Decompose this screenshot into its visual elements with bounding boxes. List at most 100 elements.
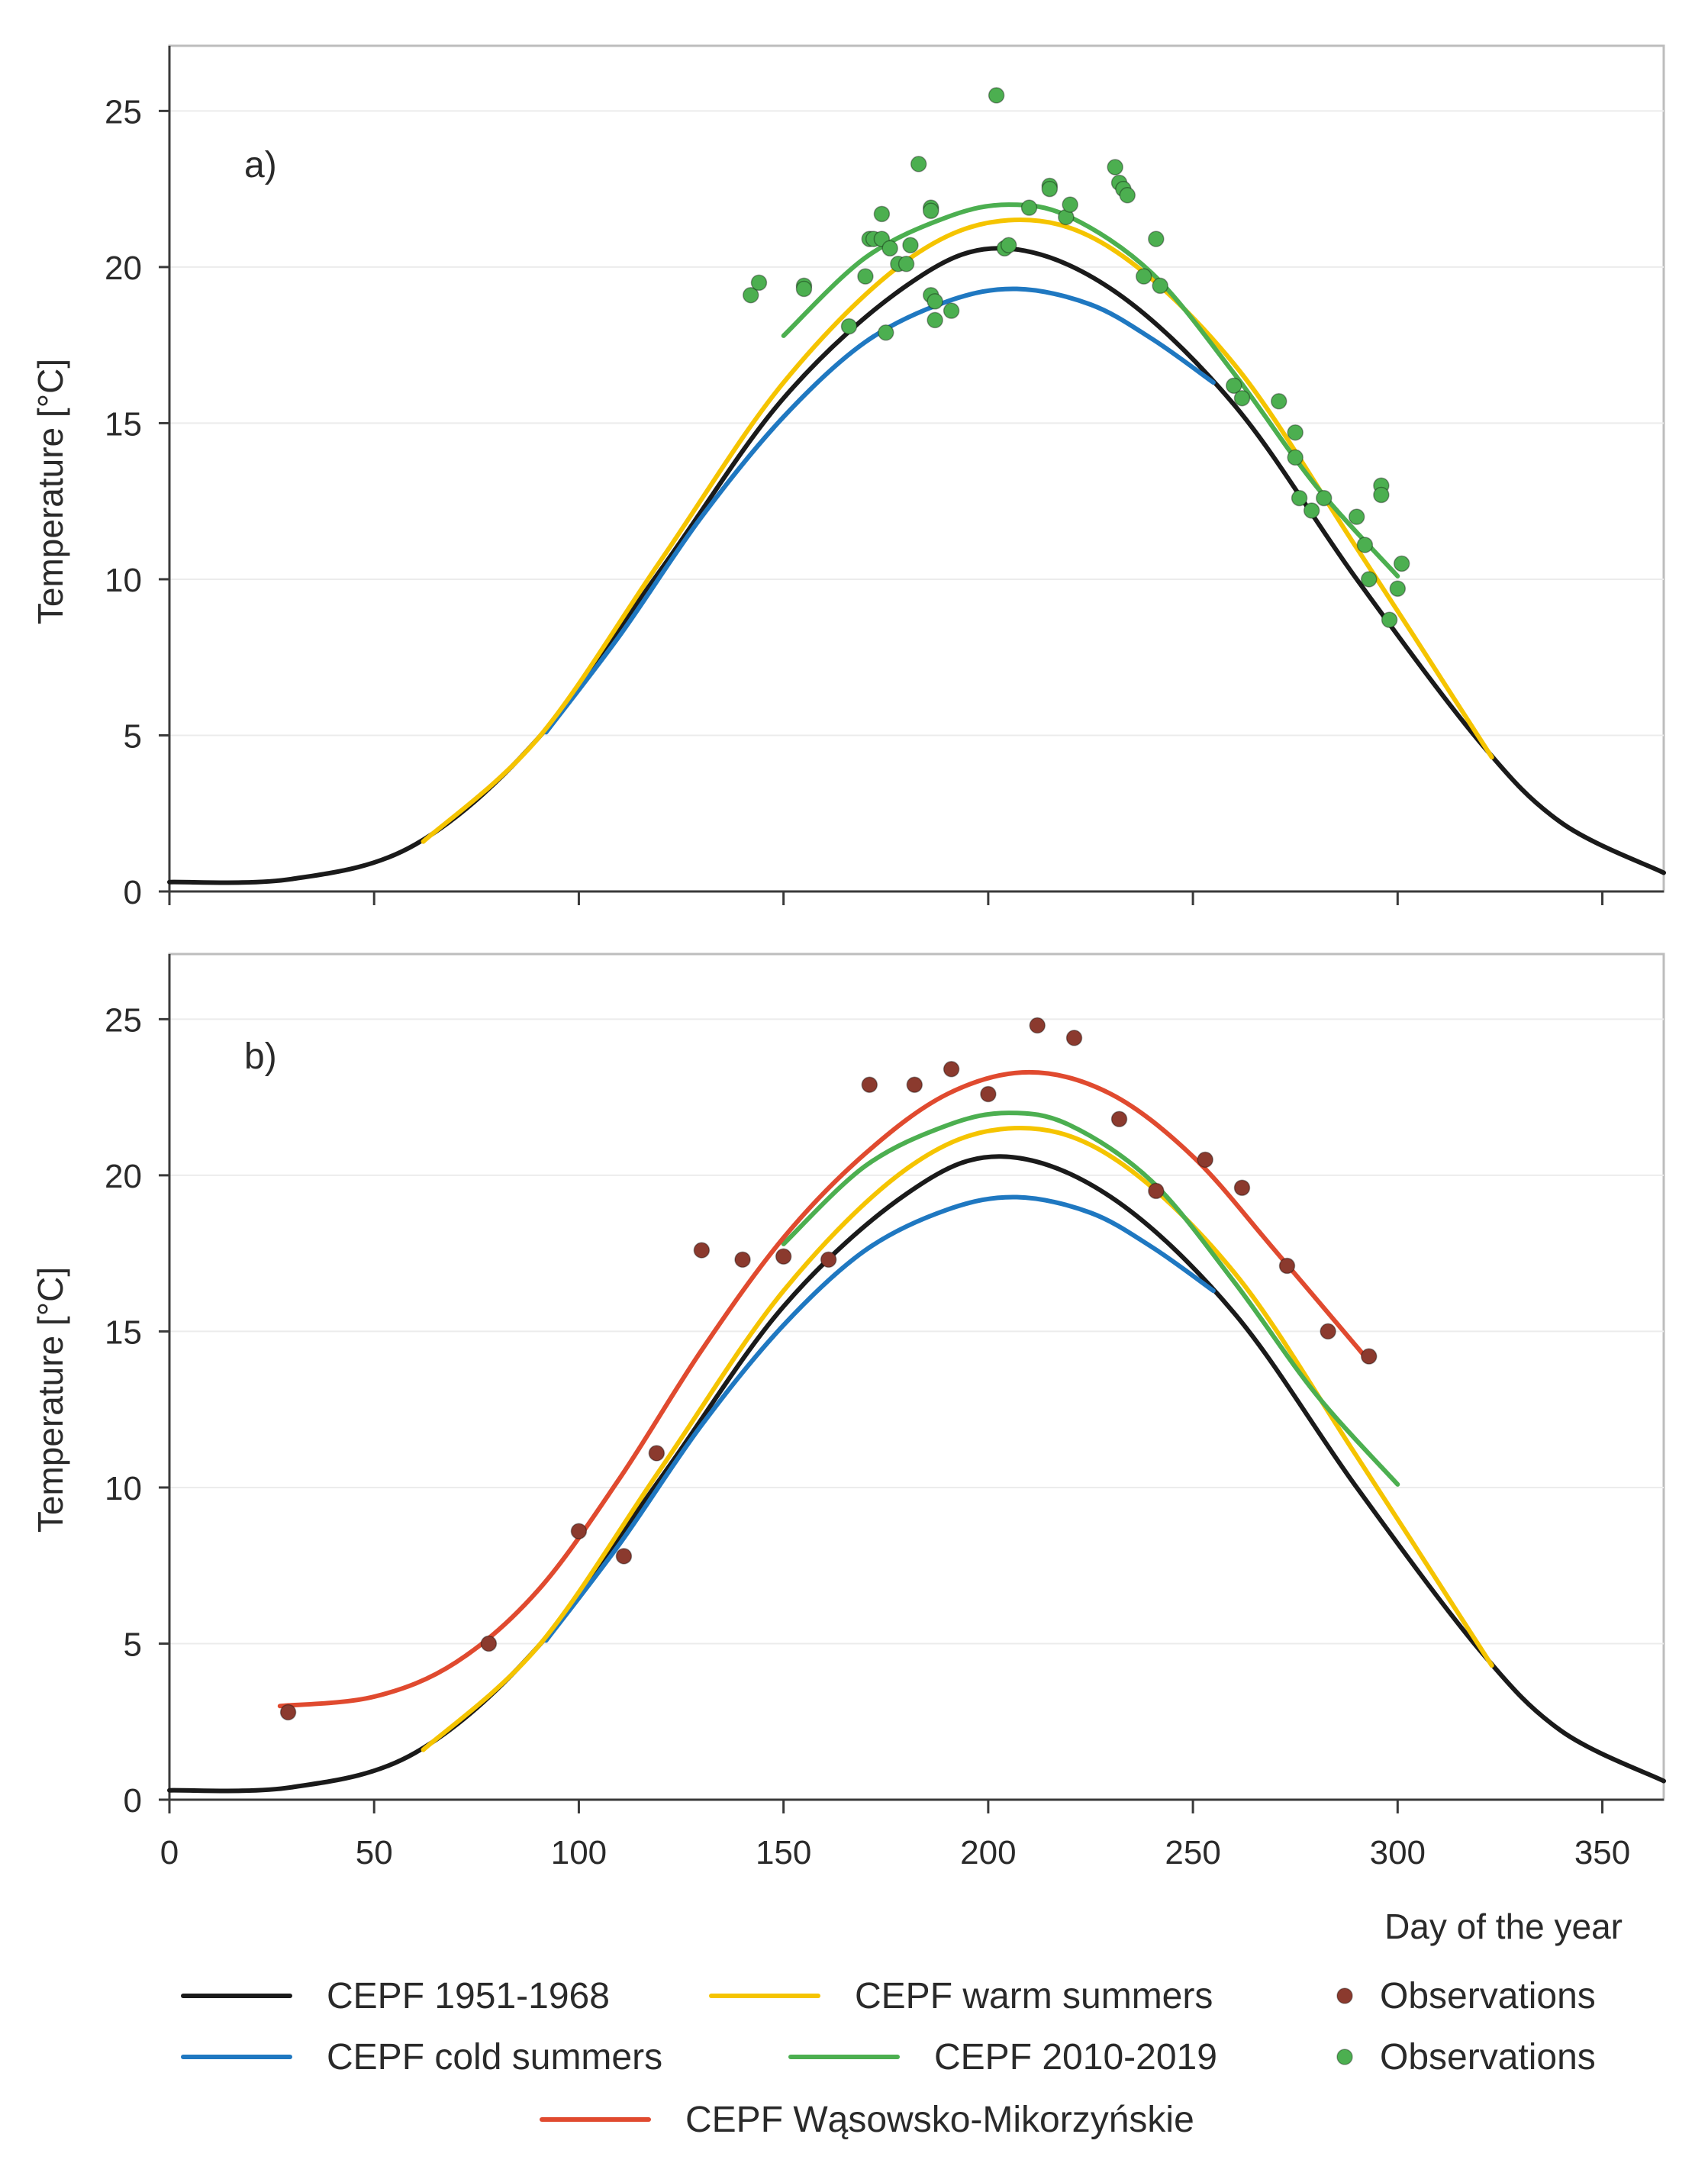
legend-label: CEPF warm summers	[855, 1976, 1213, 2016]
observation-point	[1110, 1111, 1128, 1128]
x-tick-label-350: 350	[1574, 1834, 1630, 1871]
observation-point	[1316, 489, 1333, 507]
y-tick-label-25: 25	[105, 93, 142, 131]
observation-point	[795, 280, 813, 298]
observation-point	[570, 1523, 588, 1539]
y-axis-title-b: Temperature [°C]	[31, 1267, 70, 1533]
series-line-cepf-wasowsko-mikorzynskie	[277, 1069, 1368, 1709]
observation-point	[1020, 199, 1038, 216]
observation-point	[1348, 508, 1365, 525]
observation-point	[648, 1445, 665, 1462]
legend-swatch	[1336, 1987, 1353, 2004]
observation-point	[1148, 230, 1165, 247]
y-tick-label-5: 5	[124, 717, 142, 755]
observation-point	[1320, 1323, 1336, 1340]
observation-point	[1389, 580, 1407, 597]
y-axis-a: 0 5 10 15 20 25	[105, 46, 171, 911]
observation-point	[988, 87, 1005, 104]
observation-point	[906, 1076, 923, 1094]
observation-point	[1287, 449, 1304, 466]
observation-point	[1065, 1030, 1083, 1046]
legend-label: CEPF Wąsowsko-Mikorzyńskie	[685, 2100, 1194, 2140]
y-tick-label-20: 20	[105, 250, 142, 287]
observation-point	[1393, 555, 1410, 572]
observation-point	[857, 268, 874, 285]
observation-point	[943, 302, 960, 319]
y-axis-b: 0 5 10 15 20 25	[105, 954, 171, 1820]
y-tick-label-10: 10	[105, 562, 142, 599]
y-tick-label-15: 15	[105, 405, 142, 443]
observation-point	[1381, 611, 1398, 628]
panel-a: 0 5 10 15 20 25 a) Temperature [°C]	[31, 44, 1666, 911]
observation-point	[1233, 1179, 1251, 1197]
observation-point	[1270, 393, 1287, 410]
panel-label-b: b)	[244, 1036, 277, 1077]
x-tick-label-200: 200	[960, 1834, 1016, 1871]
observation-point	[910, 156, 927, 172]
observation-point	[1373, 486, 1390, 504]
observation-point	[1152, 277, 1168, 295]
legend-item-cepf-warm-summers-2: CEPF warm summers	[709, 1976, 1213, 2016]
y-axis-title-a: Temperature [°C]	[31, 359, 70, 624]
legend-item-cepf-wasowsko-mikorzynskie-7: CEPF Wąsowsko-Mikorzyńskie	[540, 2100, 1194, 2140]
series-line-cepf-cold-summers	[543, 286, 1216, 735]
series-group-b	[167, 1069, 1666, 1794]
observation-point	[861, 1076, 878, 1094]
series-line-cepf-cold-summers	[543, 1194, 1216, 1643]
x-tick-label-150: 150	[756, 1834, 811, 1871]
observation-point	[742, 286, 759, 304]
observation-point	[881, 240, 898, 257]
observation-point	[902, 237, 919, 254]
x-tick-label-250: 250	[1165, 1834, 1220, 1871]
legend-label: CEPF 2010-2019	[934, 2037, 1217, 2078]
observation-point	[775, 1248, 792, 1265]
observations-group-b	[279, 1017, 1378, 1721]
y-tick-label-10: 10	[105, 1470, 142, 1507]
gridlines-a	[169, 110, 1664, 737]
observation-point	[878, 324, 894, 341]
x-tick-label-0: 0	[160, 1834, 179, 1871]
x-tick-label-300: 300	[1370, 1834, 1426, 1871]
observation-point	[1287, 424, 1304, 441]
observation-point	[820, 1251, 837, 1268]
gridlines-b	[169, 1018, 1664, 1645]
legend-label: CEPF 1951-1968	[327, 1976, 610, 2016]
observation-point	[750, 274, 768, 292]
legend-item-observations-3: Observations	[1336, 1976, 1596, 2016]
observation-point	[1000, 237, 1017, 254]
observation-point	[898, 256, 915, 272]
panel-b: 0 5 10 15 20 25 0 50 100 150 200 250 300 350 b) Temp…	[31, 953, 1666, 1946]
y-tick-label-15: 15	[105, 1314, 142, 1351]
observation-point	[615, 1548, 633, 1565]
legend-label: Observations	[1380, 1976, 1596, 2016]
observation-point	[1361, 1348, 1378, 1365]
observation-point	[1029, 1017, 1046, 1034]
legend-label: CEPF cold summers	[327, 2037, 662, 2078]
observation-point	[923, 202, 939, 220]
observation-point	[927, 311, 943, 329]
legend-swatch	[1336, 2049, 1353, 2065]
observation-point	[1233, 389, 1251, 407]
x-tick-label-50: 50	[356, 1834, 393, 1871]
observation-point	[1148, 1182, 1165, 1200]
y-tick-label-20: 20	[105, 1158, 142, 1195]
observation-point	[480, 1635, 498, 1652]
observation-point	[1119, 187, 1136, 204]
y-tick-label-0: 0	[124, 874, 142, 911]
legend: CEPF 1951-1968 CEPF warm summers Observati…	[181, 1976, 1596, 2140]
observation-point	[1135, 268, 1152, 285]
x-tick-label-100: 100	[551, 1834, 607, 1871]
series-line-cepf-2010-2019	[781, 1111, 1400, 1487]
observation-point	[1356, 537, 1374, 553]
x-axis-a	[168, 890, 1664, 905]
observation-point	[1041, 180, 1059, 198]
observation-point	[943, 1061, 960, 1078]
panel-label-a: a)	[244, 145, 277, 185]
observation-point	[279, 1704, 297, 1721]
observation-point	[1303, 502, 1320, 519]
observation-point	[693, 1242, 711, 1259]
y-tick-label-5: 5	[124, 1626, 142, 1663]
observation-point	[1197, 1151, 1213, 1169]
